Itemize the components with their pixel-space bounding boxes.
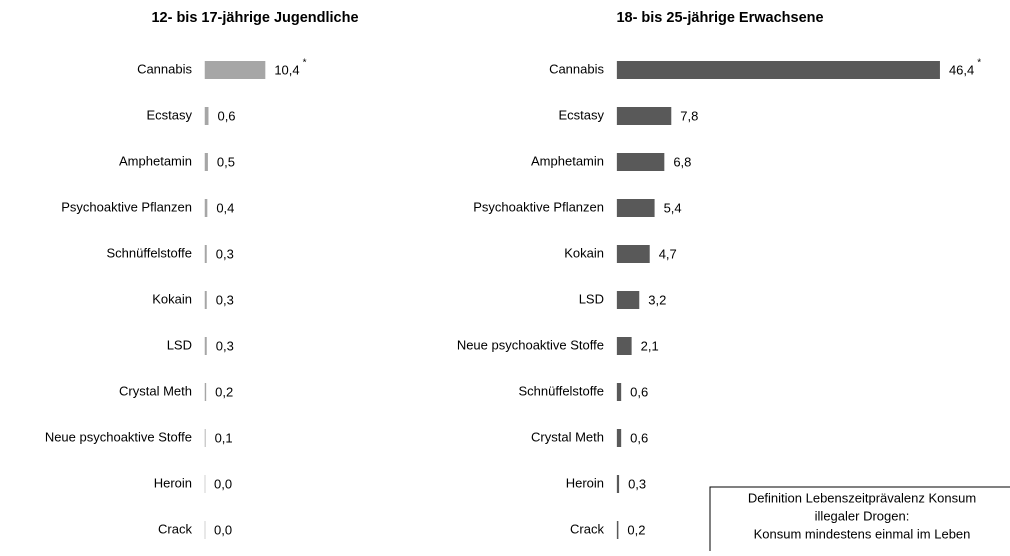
value-label: 0,4 <box>216 200 234 215</box>
value-label: 46,4 <box>949 62 974 77</box>
category-label: Amphetamin <box>119 153 192 168</box>
bar <box>205 61 266 79</box>
value-label: 0,6 <box>217 108 235 123</box>
bar <box>617 245 650 263</box>
value-label: 2,1 <box>641 338 659 353</box>
bar <box>205 429 206 447</box>
bar <box>617 107 672 125</box>
category-label: Crystal Meth <box>531 429 604 444</box>
value-label: 0,5 <box>217 154 235 169</box>
category-label: Cannabis <box>549 61 604 76</box>
bar <box>205 107 209 125</box>
value-label: 0,2 <box>627 522 645 537</box>
value-label: 0,3 <box>628 476 646 491</box>
bar <box>205 199 208 217</box>
value-label: 3,2 <box>648 292 666 307</box>
bar <box>617 291 640 309</box>
category-label: Heroin <box>566 475 604 490</box>
bar <box>205 245 207 263</box>
bar <box>617 383 622 401</box>
value-label: 0,2 <box>215 384 233 399</box>
category-label: Neue psychoaktive Stoffe <box>45 429 192 444</box>
category-label: LSD <box>167 337 192 352</box>
category-label: Ecstasy <box>146 107 192 122</box>
value-label: 5,4 <box>664 200 682 215</box>
category-label: LSD <box>579 291 604 306</box>
bar <box>617 61 940 79</box>
value-label: 0,0 <box>214 476 232 491</box>
bar <box>205 153 208 171</box>
bar <box>205 383 207 401</box>
value-label-mark: * <box>977 58 981 69</box>
value-label: 0,3 <box>216 338 234 353</box>
value-label: 0,1 <box>215 430 233 445</box>
definition-line: illegaler Drogen: <box>815 508 910 523</box>
value-label: 0,0 <box>214 522 232 537</box>
bar <box>205 291 207 309</box>
definition-box <box>709 486 1010 556</box>
category-label: Cannabis <box>137 61 192 76</box>
category-label: Schnüffelstoffe <box>106 245 192 260</box>
category-label: Ecstasy <box>558 107 604 122</box>
category-label: Amphetamin <box>531 153 604 168</box>
value-label: 10,4 <box>274 62 299 77</box>
bar <box>205 337 207 355</box>
category-label: Crystal Meth <box>119 383 192 398</box>
chart-title: 18- bis 25-jährige Erwachsene <box>616 10 823 26</box>
definition-line: Definition Lebenszeitprävalenz Konsum <box>748 490 976 505</box>
category-label: Crack <box>570 521 604 536</box>
value-label: 0,3 <box>216 292 234 307</box>
value-label-mark: * <box>303 58 307 69</box>
value-label: 0,3 <box>216 246 234 261</box>
value-label: 7,8 <box>680 108 698 123</box>
category-label: Kokain <box>152 291 192 306</box>
chart-title: 12- bis 17-jährige Jugendliche <box>151 10 358 26</box>
value-label: 0,6 <box>630 430 648 445</box>
bar <box>617 429 622 447</box>
category-label: Crack <box>158 521 192 536</box>
category-label: Neue psychoaktive Stoffe <box>457 337 604 352</box>
bar <box>617 153 665 171</box>
value-label: 6,8 <box>673 154 691 169</box>
category-label: Heroin <box>154 475 192 490</box>
bar <box>617 521 619 539</box>
category-label: Psychoaktive Pflanzen <box>473 199 604 214</box>
category-label: Schnüffelstoffe <box>518 383 604 398</box>
bar <box>617 199 655 217</box>
category-label: Psychoaktive Pflanzen <box>61 199 192 214</box>
bar <box>617 475 620 493</box>
value-label: 4,7 <box>659 246 677 261</box>
bar <box>617 337 632 355</box>
definition-line: Konsum mindestens einmal im Leben <box>754 526 971 541</box>
category-label: Kokain <box>564 245 604 260</box>
value-label: 0,6 <box>630 384 648 399</box>
